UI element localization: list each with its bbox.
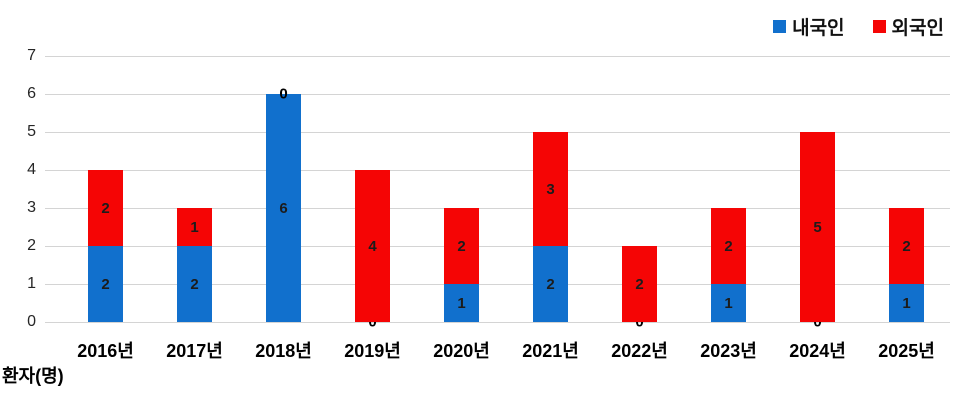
bar-segment-domestic-2020년: 1 xyxy=(444,284,479,322)
legend-item-domestic: 내국인 xyxy=(773,13,845,40)
x-axis-label-2025년: 2025년 xyxy=(878,341,935,361)
data-label: 3 xyxy=(546,180,555,198)
legend: 내국인 외국인 xyxy=(773,13,944,40)
bar-segment-foreign-2017년: 1 xyxy=(177,208,212,246)
data-label-zero-bar-segment-domestic-2019년: 0 xyxy=(368,313,377,331)
x-axis-label-2016년: 2016년 xyxy=(77,341,134,361)
y-tick-label-5: 5 xyxy=(27,123,36,140)
data-label: 1 xyxy=(190,218,199,236)
bar-segment-domestic-2017년: 2 xyxy=(177,246,212,322)
gridline-y0 xyxy=(45,321,950,323)
data-label: 2 xyxy=(724,237,733,255)
x-axis-label-2020년: 2020년 xyxy=(433,341,490,361)
x-axis-label-2024년: 2024년 xyxy=(789,341,846,361)
bar-segment-domestic-2018년: 6 xyxy=(266,94,301,322)
gridline-y5 xyxy=(45,131,950,133)
x-axis-label-2021년: 2021년 xyxy=(522,341,579,361)
x-axis-label-2022년: 2022년 xyxy=(611,341,668,361)
bar-segment-foreign-2021년: 3 xyxy=(533,132,568,246)
bar-segment-domestic-2021년: 2 xyxy=(533,246,568,322)
y-tick-label-6: 6 xyxy=(27,85,36,102)
data-label-zero-bar-segment-foreign-2018년: 0 xyxy=(279,85,288,103)
data-label: 2 xyxy=(635,275,644,293)
bar-segment-foreign-2016년: 2 xyxy=(88,170,123,246)
y-tick-label-3: 3 xyxy=(27,199,36,216)
y-tick-label-4: 4 xyxy=(27,161,36,178)
x-axis-label-2018년: 2018년 xyxy=(255,341,312,361)
x-axis-label-2017년: 2017년 xyxy=(166,341,223,361)
bar-segment-foreign-2022년: 2 xyxy=(622,246,657,322)
data-label: 1 xyxy=(902,294,911,312)
data-label: 6 xyxy=(279,199,288,217)
data-label: 2 xyxy=(902,237,911,255)
bar-segment-foreign-2019년: 4 xyxy=(355,170,390,322)
gridline-y4 xyxy=(45,169,950,171)
y-tick-label-0: 0 xyxy=(27,313,36,330)
gridline-y6 xyxy=(45,93,950,95)
data-label-zero-bar-segment-domestic-2022년: 0 xyxy=(635,313,644,331)
y-axis-title: 환자(명) xyxy=(2,366,64,386)
legend-marker-domestic-icon xyxy=(773,20,787,33)
bar-segment-domestic-2016년: 2 xyxy=(88,246,123,322)
data-label: 2 xyxy=(101,275,110,293)
legend-marker-foreign-icon xyxy=(872,20,886,33)
data-label: 2 xyxy=(101,199,110,217)
data-label: 5 xyxy=(813,218,822,236)
y-tick-label-2: 2 xyxy=(27,237,36,254)
gridline-y7 xyxy=(45,55,950,57)
y-tick-label-1: 1 xyxy=(27,275,36,292)
data-label: 2 xyxy=(190,275,199,293)
bar-segment-foreign-2025년: 2 xyxy=(889,208,924,284)
y-tick-label-7: 7 xyxy=(27,47,36,64)
legend-item-foreign: 외국인 xyxy=(872,13,944,40)
gridline-y2 xyxy=(45,245,950,247)
legend-label-foreign: 외국인 xyxy=(891,18,944,39)
bar-segment-foreign-2024년: 5 xyxy=(800,132,835,322)
data-label: 1 xyxy=(457,294,466,312)
bar-segment-foreign-2023년: 2 xyxy=(711,208,746,284)
data-label: 4 xyxy=(368,237,377,255)
data-label: 1 xyxy=(724,294,733,312)
x-axis-label-2019년: 2019년 xyxy=(344,341,401,361)
data-label: 2 xyxy=(546,275,555,293)
gridline-y1 xyxy=(45,283,950,285)
x-axis-label-2023년: 2023년 xyxy=(700,341,757,361)
data-label: 2 xyxy=(457,237,466,255)
bar-segment-domestic-2025년: 1 xyxy=(889,284,924,322)
gridline-y3 xyxy=(45,207,950,209)
data-label-zero-bar-segment-domestic-2024년: 0 xyxy=(813,313,822,331)
bar-segment-domestic-2023년: 1 xyxy=(711,284,746,322)
bar-segment-foreign-2020년: 2 xyxy=(444,208,479,284)
legend-label-domestic: 내국인 xyxy=(792,18,845,39)
